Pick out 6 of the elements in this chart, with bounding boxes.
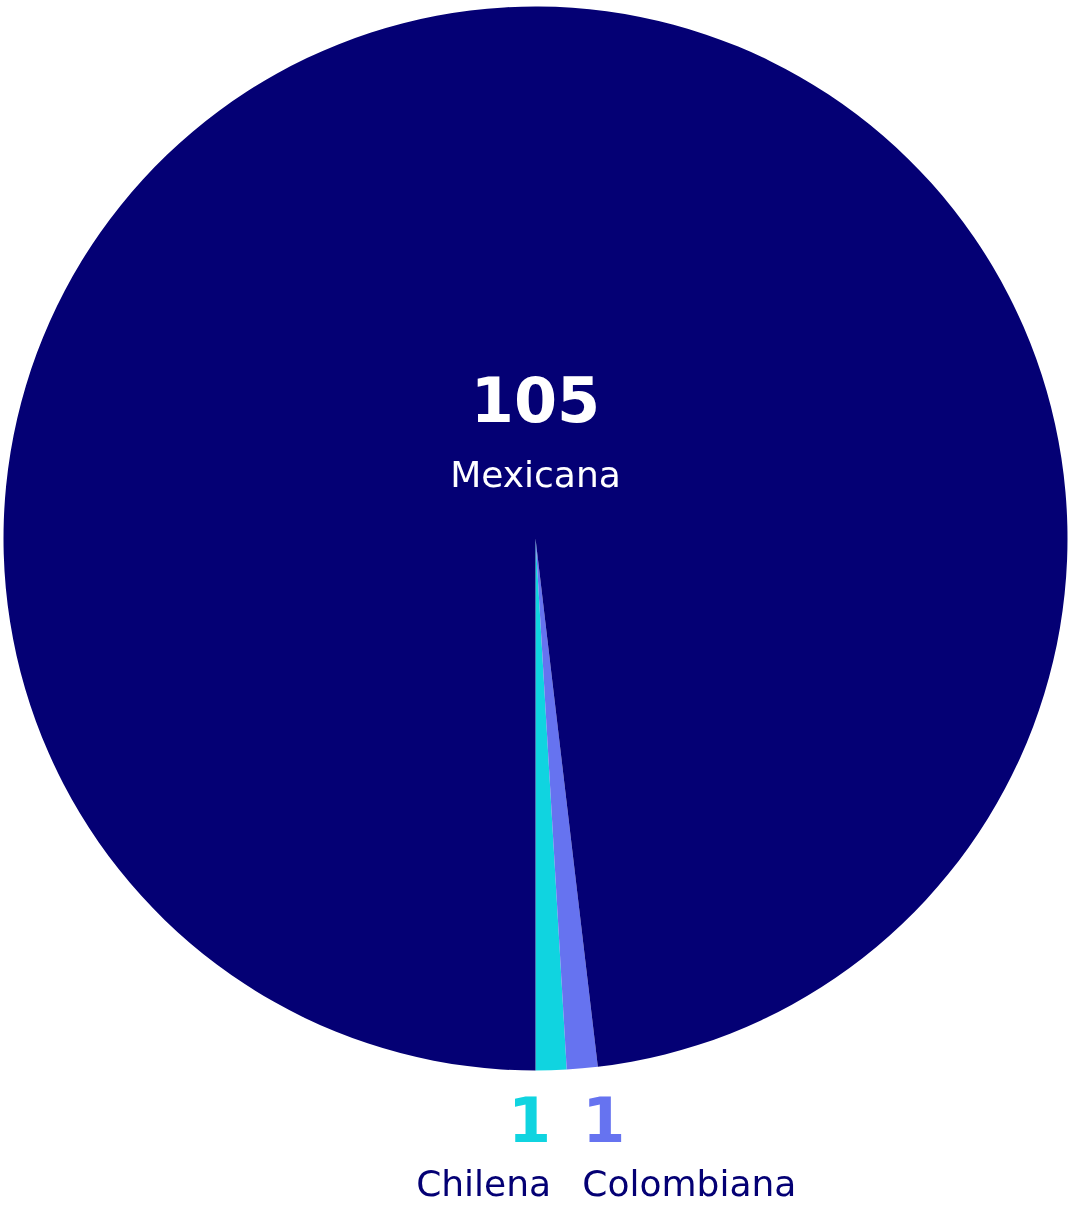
slice-label: Chilena: [416, 1163, 552, 1204]
data-label: 1: [507, 1083, 552, 1157]
data-label: 1: [582, 1083, 626, 1157]
slice-label: Colombiana: [582, 1163, 797, 1204]
slice-label: Mexicana: [450, 454, 621, 495]
data-label: 105: [470, 363, 601, 437]
